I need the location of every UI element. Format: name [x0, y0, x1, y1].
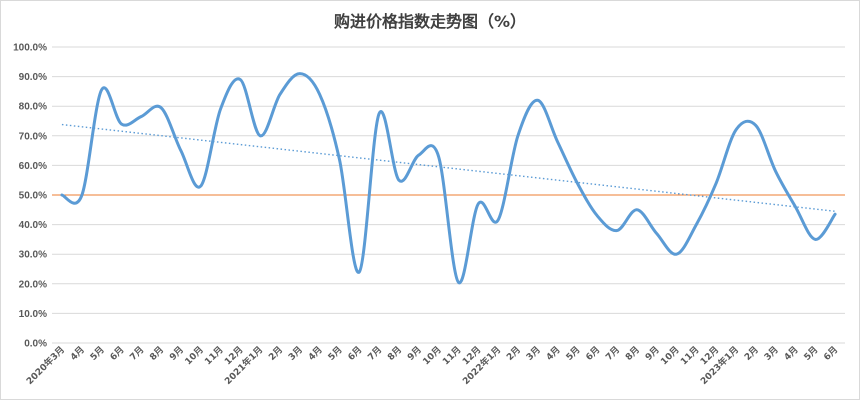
y-tick-label: 20.0%: [19, 279, 47, 290]
x-tick-label: 6月: [346, 344, 365, 363]
x-tick-label: 11月: [441, 344, 464, 367]
y-tick-label: 40.0%: [19, 220, 47, 231]
x-tick-label: 11月: [678, 344, 701, 367]
trendline: [61, 123, 836, 212]
x-tick-label: 5月: [326, 344, 345, 363]
x-tick-label: 5月: [802, 344, 821, 363]
x-tick-label: 4月: [306, 344, 325, 363]
x-tick-label: 7月: [128, 344, 147, 363]
x-tick-label: 4月: [544, 344, 563, 363]
y-tick-label: 0.0%: [24, 339, 47, 350]
x-tick-label: 3月: [524, 344, 543, 363]
y-tick-label: 30.0%: [19, 250, 47, 261]
y-tick-label: 60.0%: [19, 161, 47, 172]
y-tick-label: 100.0%: [13, 43, 47, 54]
y-tick-label: 70.0%: [19, 131, 47, 142]
x-tick-label: 6月: [584, 344, 603, 363]
chart-title: 购进价格指数走势图（%）: [333, 12, 527, 31]
x-tick-label: 5月: [564, 344, 583, 363]
x-tick-label: 4月: [782, 344, 801, 363]
y-tick-label: 80.0%: [19, 102, 47, 113]
reference-lines: [52, 123, 845, 212]
x-tick-label: 8月: [623, 344, 642, 363]
x-tick-label: 2月: [267, 344, 286, 363]
x-tick-label: 5月: [88, 344, 107, 363]
series-line: [60, 72, 837, 284]
y-tick-label: 90.0%: [19, 72, 47, 83]
y-tick-label: 50.0%: [19, 191, 47, 202]
x-tick-label: 7月: [604, 344, 623, 363]
x-tick-label: 3月: [286, 344, 305, 363]
x-tick-label: 10月: [183, 344, 206, 367]
x-tick-label: 10月: [421, 344, 444, 367]
x-tick-label: 8月: [148, 344, 167, 363]
x-tick-label: 11月: [203, 344, 226, 367]
x-tick-label: 2月: [504, 344, 523, 363]
x-tick-label: 10月: [659, 344, 682, 367]
x-tick-label: 6月: [108, 344, 127, 363]
x-tick-label: 7月: [366, 344, 385, 363]
x-tick-label: 2020年3月: [24, 344, 67, 387]
x-tick-label: 6月: [822, 344, 841, 363]
x-tick-label: 2月: [742, 344, 761, 363]
series-lines: [60, 72, 837, 284]
y-axis-ticks: 0.0% 10.0% 20.0% 30.0% 40.0% 50.0% 60.0% 70.0% 8…: [13, 43, 47, 350]
x-tick-label: 4月: [68, 344, 87, 363]
y-tick-label: 10.0%: [19, 309, 47, 320]
x-tick-label: 8月: [385, 344, 404, 363]
x-tick-label: 3月: [762, 344, 781, 363]
